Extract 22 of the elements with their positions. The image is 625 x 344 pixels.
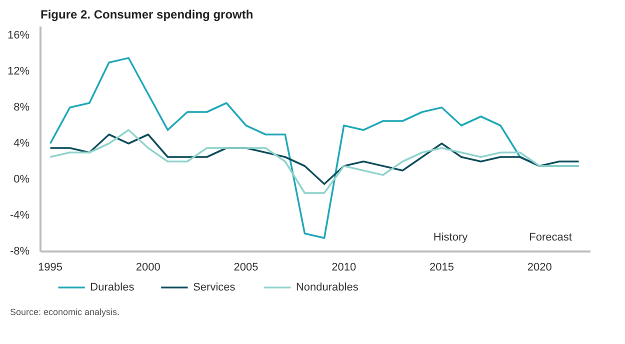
line-series	[49, 129, 580, 194]
annotation: History	[433, 232, 468, 244]
chart-title: Figure 2. Consumer spending growth	[40, 8, 254, 22]
x-tick-label: 2000	[136, 262, 160, 274]
y-tick-label: 8%	[14, 102, 30, 114]
legend-label: Durables	[90, 282, 135, 294]
y-tick-label: 12%	[7, 66, 30, 78]
y-tick-label: -4%	[10, 210, 30, 222]
y-tick-label: 16%	[7, 30, 30, 42]
legend-label: Nondurables	[296, 282, 359, 294]
y-tick-label: 4%	[14, 138, 30, 150]
x-tick-label: 2020	[527, 262, 552, 274]
annotation: Forecast	[529, 232, 572, 244]
line-series	[49, 134, 580, 185]
x-tick-label: 2015	[430, 262, 454, 274]
y-tick-label: 0%	[14, 174, 30, 186]
y-tick-label: -8%	[10, 246, 30, 258]
x-tick-label: 2005	[234, 262, 258, 274]
legend-label: Services	[193, 282, 236, 294]
source-note: Source: economic analysis.	[10, 306, 120, 319]
x-tick-label: 1995	[38, 262, 63, 274]
x-tick-label: 2010	[332, 262, 356, 274]
